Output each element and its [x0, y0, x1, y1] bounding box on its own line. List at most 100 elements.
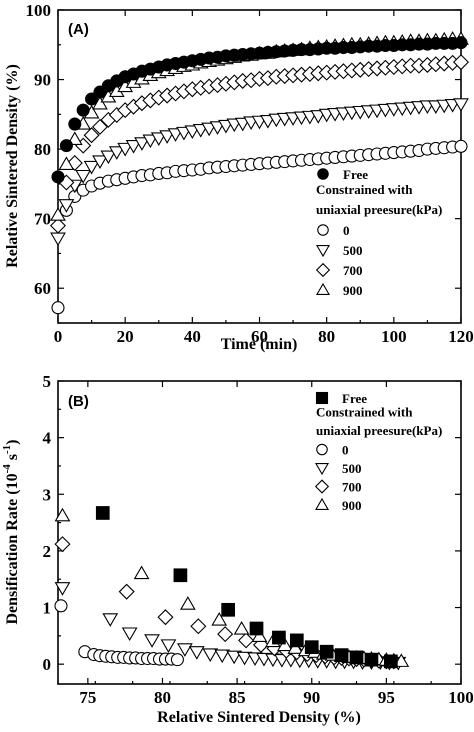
series-free	[95, 506, 398, 669]
chart-a: (A) Time (min) Relative Sintered Density…	[4, 1, 474, 353]
data-point	[59, 139, 73, 153]
data-point	[454, 36, 468, 50]
y-tick-label: 60	[34, 279, 51, 298]
y-tick-label: 0	[43, 655, 52, 674]
legend-marker-free	[315, 391, 329, 405]
y-tick-label: 2	[43, 542, 52, 561]
chart-a-panel-label: (A)	[68, 21, 89, 38]
data-point	[150, 132, 167, 147]
data-point	[50, 232, 66, 247]
x-tick-label: 100	[448, 688, 474, 707]
x-tick-label: 85	[229, 688, 246, 707]
data-point	[176, 643, 193, 657]
y-tick-label: 70	[34, 210, 51, 229]
legend-marker-0	[317, 224, 329, 236]
data-point	[159, 130, 176, 144]
data-point	[54, 599, 68, 613]
x-tick-label: 80	[318, 327, 335, 346]
data-point	[83, 127, 100, 144]
legend-header: Constrained with	[316, 405, 413, 420]
legend-label: Free	[342, 391, 367, 406]
data-point	[364, 652, 379, 667]
data-point	[179, 596, 196, 610]
x-tick-label: 90	[303, 688, 320, 707]
data-point	[76, 103, 90, 117]
legend-header: uniaxial preesure(kPa)	[316, 423, 442, 438]
data-point	[233, 621, 250, 635]
data-point	[190, 618, 207, 635]
data-point	[334, 648, 349, 662]
data-point	[211, 611, 228, 626]
legend-label: 900	[342, 498, 362, 513]
x-tick-label: 20	[117, 327, 134, 346]
legend-marker-500	[315, 245, 331, 258]
data-point	[289, 633, 304, 648]
data-point	[54, 507, 71, 522]
series-700	[49, 54, 470, 234]
legend-label: 700	[342, 480, 362, 495]
data-point	[221, 602, 236, 617]
y-tick-label: 5	[43, 372, 52, 391]
x-tick-label: 100	[381, 327, 407, 346]
legend-marker-700	[315, 262, 331, 278]
data-point	[54, 582, 71, 596]
y-tick-label: 4	[43, 429, 52, 448]
data-point	[452, 54, 470, 71]
x-tick-label: 40	[184, 327, 201, 346]
data-point	[188, 646, 205, 660]
data-point	[83, 160, 100, 175]
data-point	[75, 169, 92, 184]
data-point	[276, 637, 293, 652]
series-900	[54, 507, 410, 667]
data-point	[173, 568, 188, 583]
chart-b-panel-label: (B)	[68, 393, 89, 410]
legend-label: Free	[343, 167, 368, 182]
y-tick-label: 100	[26, 1, 52, 20]
x-tick-label: 60	[251, 327, 268, 346]
legend-marker-900	[314, 497, 330, 510]
data-point	[49, 217, 67, 234]
data-point	[50, 207, 66, 221]
data-point	[68, 117, 82, 131]
data-point	[393, 653, 410, 667]
data-point	[91, 118, 109, 135]
chart-a-y-axis-label: Relative Sintered Density (%)	[4, 64, 21, 268]
legend-label: 500	[343, 243, 363, 258]
data-point	[125, 140, 142, 154]
x-tick-label: 120	[448, 327, 474, 346]
data-point	[170, 653, 184, 667]
x-tick-label: 80	[154, 688, 171, 707]
y-tick-label: 1	[43, 599, 52, 618]
data-point	[51, 170, 65, 184]
data-point	[304, 640, 319, 655]
legend-marker-700	[314, 479, 330, 494]
data-point	[108, 146, 125, 160]
data-point	[85, 92, 99, 106]
series-500	[50, 98, 469, 247]
data-point	[134, 137, 150, 151]
data-point	[51, 301, 65, 315]
data-point	[383, 654, 398, 669]
legend-label: 900	[343, 283, 363, 298]
y-tick-label: 80	[34, 140, 51, 159]
legend-label: 700	[343, 263, 363, 278]
data-point	[100, 150, 117, 165]
data-point	[287, 640, 304, 654]
legend-marker-free	[317, 168, 329, 180]
data-point	[217, 626, 234, 643]
chart-a-x-axis-label: Time (min)	[221, 336, 298, 353]
chart-b-y-axis-label: Densification Rate (10-4 s-1)	[1, 440, 21, 625]
chart-b-x-axis-label: Relative Sintered Density (%)	[157, 709, 361, 726]
x-tick-label: 75	[79, 688, 96, 707]
data-point	[133, 565, 150, 580]
series-free	[51, 36, 468, 184]
data-point	[272, 630, 286, 645]
data-point	[144, 634, 160, 648]
data-point	[349, 650, 364, 665]
data-point	[54, 536, 71, 553]
data-point	[319, 644, 334, 659]
data-point	[454, 139, 468, 153]
